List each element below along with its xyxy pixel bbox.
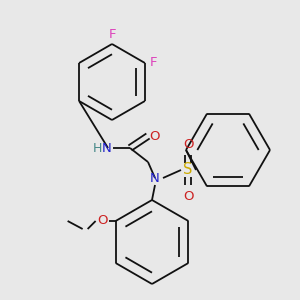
Text: H: H	[92, 142, 102, 154]
Text: O: O	[183, 137, 193, 151]
Text: O: O	[98, 214, 108, 227]
Text: N: N	[150, 172, 160, 184]
Text: N: N	[102, 142, 112, 154]
Text: F: F	[150, 56, 158, 70]
Text: O: O	[183, 190, 193, 202]
Text: O: O	[150, 130, 160, 142]
Text: S: S	[183, 163, 193, 178]
Text: F: F	[108, 28, 116, 41]
